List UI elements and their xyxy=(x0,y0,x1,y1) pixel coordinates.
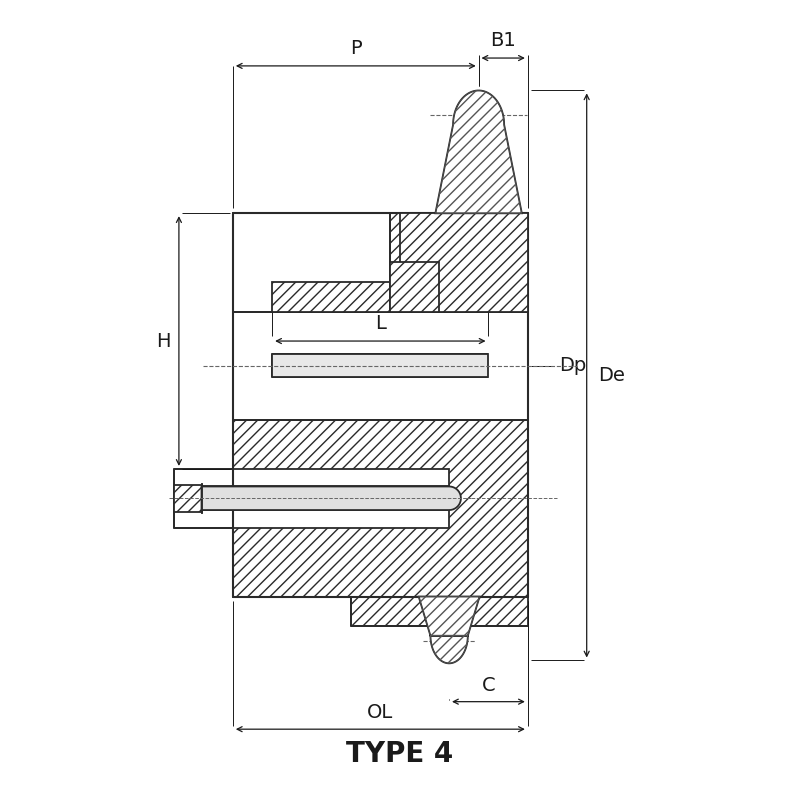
Text: Dp: Dp xyxy=(559,356,586,375)
Bar xyxy=(233,214,528,597)
Bar xyxy=(351,597,528,626)
Bar xyxy=(202,486,449,510)
Text: P: P xyxy=(350,39,362,58)
Text: OL: OL xyxy=(367,703,394,722)
Bar xyxy=(174,485,202,512)
Text: B1: B1 xyxy=(490,31,516,50)
Bar xyxy=(233,420,528,597)
Bar xyxy=(233,311,528,420)
Text: L: L xyxy=(375,314,386,333)
Bar xyxy=(174,469,449,528)
Polygon shape xyxy=(418,597,479,663)
Polygon shape xyxy=(202,486,461,510)
Text: C: C xyxy=(482,676,495,694)
Bar xyxy=(272,282,390,311)
Bar xyxy=(400,214,528,311)
Polygon shape xyxy=(435,90,522,214)
Bar xyxy=(272,354,489,378)
Text: De: De xyxy=(598,366,626,385)
Bar xyxy=(233,214,390,311)
Text: H: H xyxy=(157,331,171,350)
Text: TYPE 4: TYPE 4 xyxy=(346,741,454,769)
Bar xyxy=(390,262,439,311)
